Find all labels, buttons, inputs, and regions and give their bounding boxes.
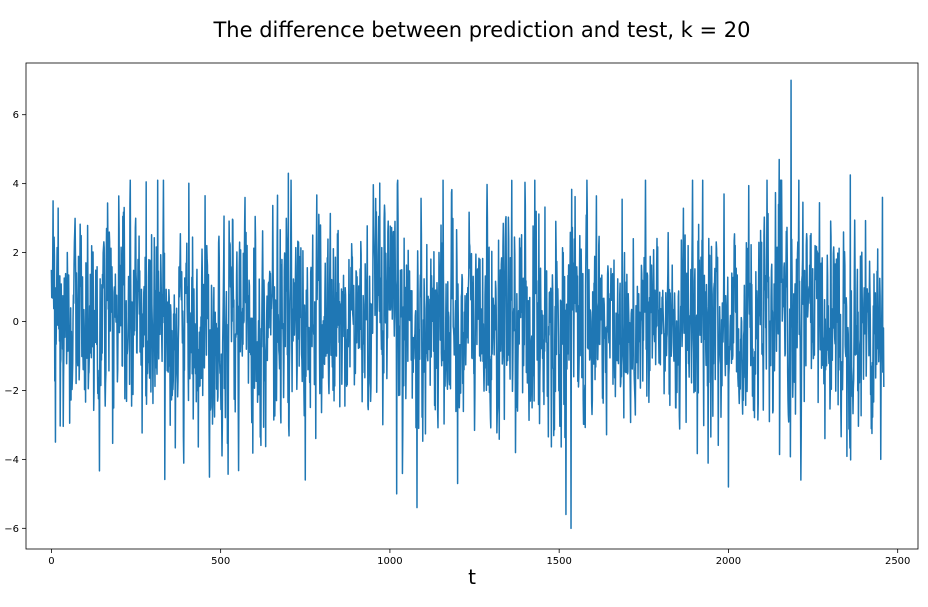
y-tick-label: 6	[13, 110, 19, 121]
x-axis: 0 500 1000 1500 2000 2500	[48, 549, 910, 567]
y-tick-label: −2	[4, 386, 19, 397]
x-tick-label: 1500	[546, 556, 571, 567]
y-axis: −6 −4 −2 0 2 4 6	[4, 110, 26, 535]
y-tick-label: 4	[13, 179, 19, 190]
x-tick-label: 0	[48, 556, 54, 567]
x-tick-label: 500	[211, 556, 230, 567]
y-tick-label: 2	[13, 248, 19, 259]
x-axis-label: t	[468, 565, 476, 589]
x-tick-label: 2500	[885, 556, 910, 567]
x-tick-label: 1000	[377, 556, 402, 567]
series-line	[50, 79, 885, 530]
y-tick-label: 0	[13, 317, 19, 328]
y-tick-label: −4	[4, 455, 19, 466]
plot-area	[25, 62, 919, 550]
y-tick-label: −6	[4, 524, 19, 535]
chart-title: The difference between prediction and te…	[213, 18, 751, 42]
x-tick-label: 2000	[716, 556, 741, 567]
